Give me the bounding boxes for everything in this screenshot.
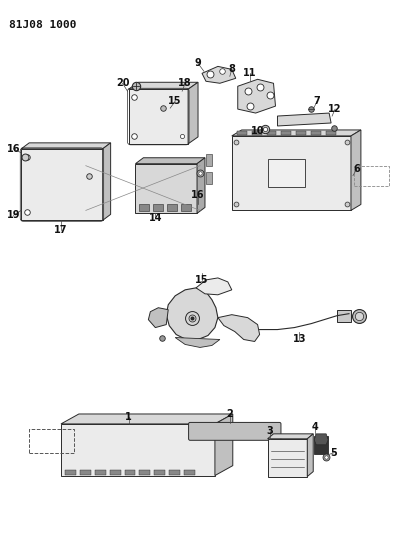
Bar [326, 131, 336, 135]
Text: 1: 1 [125, 412, 132, 422]
Bar [181, 205, 191, 212]
Bar [124, 470, 135, 474]
Text: 17: 17 [54, 225, 68, 235]
Text: 3: 3 [266, 426, 273, 436]
Text: 16: 16 [6, 144, 20, 154]
Polygon shape [128, 82, 198, 89]
Bar [314, 436, 328, 454]
Text: 16: 16 [191, 190, 205, 200]
Bar [267, 131, 276, 135]
Polygon shape [218, 314, 260, 342]
Text: 18: 18 [178, 78, 192, 88]
Text: 12: 12 [328, 104, 342, 114]
Polygon shape [314, 434, 328, 445]
Text: 5: 5 [331, 448, 337, 458]
Polygon shape [135, 158, 205, 164]
Bar [139, 205, 149, 212]
Bar [297, 131, 306, 135]
Polygon shape [188, 82, 198, 144]
Bar [252, 131, 261, 135]
Text: 6: 6 [354, 164, 360, 174]
FancyBboxPatch shape [189, 423, 281, 440]
Polygon shape [103, 143, 111, 220]
Polygon shape [232, 136, 351, 211]
Bar [109, 470, 120, 474]
Bar [65, 470, 76, 474]
Polygon shape [148, 308, 168, 328]
Polygon shape [278, 113, 331, 126]
Bar [154, 470, 165, 474]
Polygon shape [21, 143, 111, 149]
Bar [237, 131, 247, 135]
Polygon shape [351, 130, 361, 211]
Polygon shape [238, 79, 276, 113]
Polygon shape [166, 288, 218, 340]
Bar [337, 310, 351, 321]
Text: 2: 2 [226, 409, 233, 419]
Bar [154, 205, 163, 212]
Polygon shape [135, 164, 197, 213]
Text: 9: 9 [195, 59, 202, 68]
Bar [267, 159, 305, 187]
Text: 15: 15 [195, 275, 209, 285]
Polygon shape [21, 149, 103, 220]
Bar [354, 166, 389, 185]
Text: 11: 11 [243, 68, 257, 78]
Bar [29, 429, 74, 453]
Bar [169, 470, 180, 474]
Polygon shape [61, 414, 233, 424]
Polygon shape [267, 439, 307, 477]
Bar [139, 470, 150, 474]
Polygon shape [197, 158, 205, 213]
Text: 14: 14 [149, 213, 162, 223]
Polygon shape [61, 424, 215, 475]
Bar [206, 154, 212, 166]
Text: 81J08 1000: 81J08 1000 [9, 20, 77, 30]
Bar [95, 470, 106, 474]
Polygon shape [215, 414, 233, 475]
Polygon shape [202, 67, 236, 83]
Polygon shape [307, 434, 313, 477]
Polygon shape [175, 337, 220, 348]
Text: 10: 10 [251, 126, 264, 136]
Bar [311, 131, 321, 135]
Text: 8: 8 [228, 64, 235, 75]
Bar [282, 131, 291, 135]
Bar [184, 470, 195, 474]
Polygon shape [232, 130, 361, 136]
Text: 20: 20 [116, 78, 129, 88]
Bar [206, 172, 212, 183]
Text: 7: 7 [314, 96, 321, 106]
Text: 4: 4 [312, 422, 319, 432]
Polygon shape [267, 434, 313, 439]
Text: 19: 19 [6, 211, 20, 220]
Polygon shape [196, 278, 232, 295]
Bar [167, 205, 177, 212]
Text: 13: 13 [292, 335, 306, 344]
Text: 15: 15 [168, 96, 182, 106]
Bar [80, 470, 91, 474]
Polygon shape [128, 89, 188, 144]
